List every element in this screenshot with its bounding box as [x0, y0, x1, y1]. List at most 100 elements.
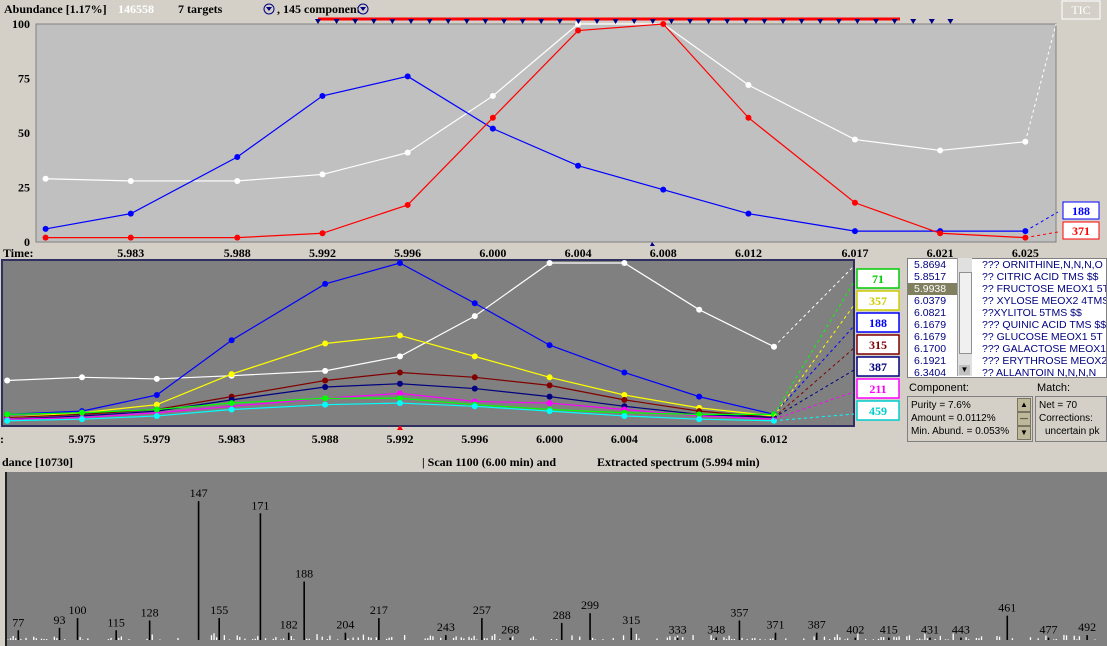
- spectrum-peak-label: 333: [669, 623, 687, 637]
- component-marker-icon[interactable]: [854, 19, 861, 24]
- purity-stepper[interactable]: ▲: [1017, 398, 1031, 412]
- spectrum-chart[interactable]: dance [10730] | Scan 1100 (6.00 min) and…: [0, 448, 1107, 646]
- ion-box-371[interactable]: 371: [1062, 221, 1100, 240]
- hit-list-item[interactable]: 6.0379 ?? XYLOSE MEOX2 4TMS: [908, 295, 1106, 307]
- hit-list-scrollbar[interactable]: ▼: [957, 258, 972, 376]
- amount-value: Amount = 0.0112%: [911, 413, 996, 424]
- component-marker-icon[interactable]: [575, 19, 582, 24]
- component-x-tick: 6.004: [611, 432, 638, 446]
- component-ion-boxes[interactable]: 71 357 188 315 387 211 459: [856, 268, 900, 421]
- component-point: [322, 383, 329, 390]
- tic-point: [575, 21, 582, 27]
- hit-list-item[interactable]: 6.1679 ?? GLUCOSE MEOX1 5T: [908, 331, 1106, 343]
- hit-list-item[interactable]: 6.1921 ??? ERYTHROSE MEOX2: [908, 355, 1106, 367]
- component-marker-icon[interactable]: [910, 19, 917, 24]
- component-marker-icon[interactable]: [947, 19, 954, 24]
- component-marker-icon[interactable]: [408, 19, 414, 24]
- ion-box-211[interactable]: 211: [856, 378, 900, 399]
- component-point: [546, 408, 553, 415]
- spectrum-peak-label: 315: [622, 613, 640, 627]
- spectrum-peak-label: 431: [921, 623, 939, 637]
- component-marker-icon[interactable]: [594, 19, 600, 24]
- tic-point: [489, 92, 496, 99]
- hit-name: ??XYLITOL 5TMS $$: [982, 307, 1082, 319]
- component-marker-icon[interactable]: [668, 19, 675, 24]
- component-marker-icon[interactable]: [631, 19, 638, 24]
- amount-stepper[interactable]: —: [1017, 412, 1031, 426]
- component-marker-icon[interactable]: [445, 19, 452, 24]
- tic-point: [851, 136, 858, 143]
- ion-box-188[interactable]: 188: [1062, 201, 1100, 220]
- hit-list-item[interactable]: 5.8517 ?? CITRIC ACID TMS $$: [908, 271, 1106, 283]
- min-abund-value: Min. Abund. = 0.053%: [911, 426, 1010, 437]
- component-marker-icon[interactable]: [798, 19, 805, 24]
- component-marker-icon[interactable]: [556, 19, 563, 24]
- component-marker-icon[interactable]: [333, 19, 340, 24]
- spectrum-peak-label: 415: [880, 623, 898, 637]
- scan-text: | Scan 1100 (6.00 min) and: [422, 455, 556, 469]
- hit-list-item[interactable]: 5.8694 ??? ORNITHINE,N,N,N,O: [908, 259, 1106, 271]
- tic-x-tick: 5.983: [117, 246, 144, 258]
- component-marker-icon[interactable]: [463, 19, 470, 24]
- hit-list-item[interactable]: 6.1679 ??? QUINIC ACID TMS $$: [908, 319, 1106, 331]
- component-marker-icon[interactable]: [724, 19, 731, 24]
- component-point: [228, 371, 235, 378]
- component-marker-icon[interactable]: [761, 19, 768, 24]
- hit-list-item[interactable]: 6.3404 ?? ALLANTOIN N,N,N,N: [908, 367, 1106, 377]
- component-point: [546, 400, 553, 407]
- spectrum-abundance-label: dance [10730]: [2, 455, 73, 469]
- spectrum-peak-label: 115: [107, 615, 125, 629]
- hit-name: ??? ERYTHROSE MEOX2: [982, 355, 1107, 367]
- component-marker-icon[interactable]: [389, 19, 396, 24]
- hit-list-item[interactable]: 5.9938 ?? FRUCTOSE MEOX1 5T: [908, 283, 1106, 295]
- tic-chart[interactable]: Abundance [1.17%] 146558 7 targets , 145…: [0, 0, 1107, 258]
- component-marker-icon[interactable]: [687, 19, 693, 24]
- component-marker-icon[interactable]: [891, 19, 898, 24]
- component-chart[interactable]: : 5.975 5.979 5.983 5.988 5.992 5.996 6.000 6.00…: [0, 258, 905, 448]
- component-marker-icon[interactable]: [426, 19, 433, 24]
- component-marker-icon[interactable]: [501, 19, 507, 24]
- ion-box-357[interactable]: 357: [856, 290, 900, 311]
- component-markers[interactable]: [315, 17, 954, 246]
- component-marker-icon[interactable]: [835, 19, 842, 24]
- component-point: [228, 406, 235, 413]
- hit-list-item[interactable]: 6.0821 ??XYLITOL 5TMS $$: [908, 307, 1106, 319]
- component-marker-icon[interactable]: [538, 19, 545, 24]
- component-marker-icon[interactable]: [315, 19, 321, 24]
- component-group-label: Component:: [909, 382, 969, 394]
- ion-box-315[interactable]: 315: [856, 334, 900, 355]
- corrections-label: Corrections:: [1039, 413, 1093, 424]
- spectrum-plot-area[interactable]: [6, 472, 1107, 646]
- component-marker-icon[interactable]: [352, 19, 359, 24]
- hit-list-item[interactable]: 6.1700 ??? GALACTOSE MEOX1: [908, 343, 1106, 355]
- min-abund-stepper[interactable]: ▼: [1017, 426, 1031, 440]
- tic-point: [127, 177, 134, 184]
- tic-series-line: [45, 23, 1026, 182]
- component-marker-icon[interactable]: [705, 19, 712, 24]
- ion-box-459[interactable]: 459: [856, 400, 900, 421]
- component-point: [153, 375, 160, 382]
- component-marker-icon[interactable]: [817, 19, 824, 24]
- component-marker-icon[interactable]: [742, 19, 749, 24]
- tic-point: [745, 210, 752, 217]
- library-hit-list[interactable]: 5.8694 ??? ORNITHINE,N,N,N,O 5.8517 ?? CITR…: [907, 258, 1107, 378]
- component-marker-icon[interactable]: [649, 19, 656, 24]
- component-marker-icon[interactable]: [612, 19, 619, 24]
- component-marker-icon[interactable]: [370, 19, 377, 24]
- ion-box-387[interactable]: 387: [856, 356, 900, 377]
- component-marker-icon[interactable]: [519, 19, 526, 24]
- tic-plot-area[interactable]: [35, 23, 1057, 243]
- component-marker-icon[interactable]: [928, 19, 935, 24]
- tic-x-tick: 6.008: [650, 246, 677, 258]
- ion-box-71[interactable]: 71: [856, 268, 900, 289]
- component-marker-icon[interactable]: [482, 19, 489, 24]
- ion-box-188[interactable]: 188: [856, 312, 900, 333]
- spectrum-peak-label: 371: [766, 618, 784, 632]
- tic-button[interactable]: TIC: [1061, 0, 1101, 20]
- tic-point: [404, 201, 411, 208]
- component-marker-icon[interactable]: [873, 19, 879, 24]
- component-marker-icon[interactable]: [780, 19, 786, 24]
- component-x-tick: 6.008: [686, 432, 713, 446]
- component-point: [546, 260, 553, 266]
